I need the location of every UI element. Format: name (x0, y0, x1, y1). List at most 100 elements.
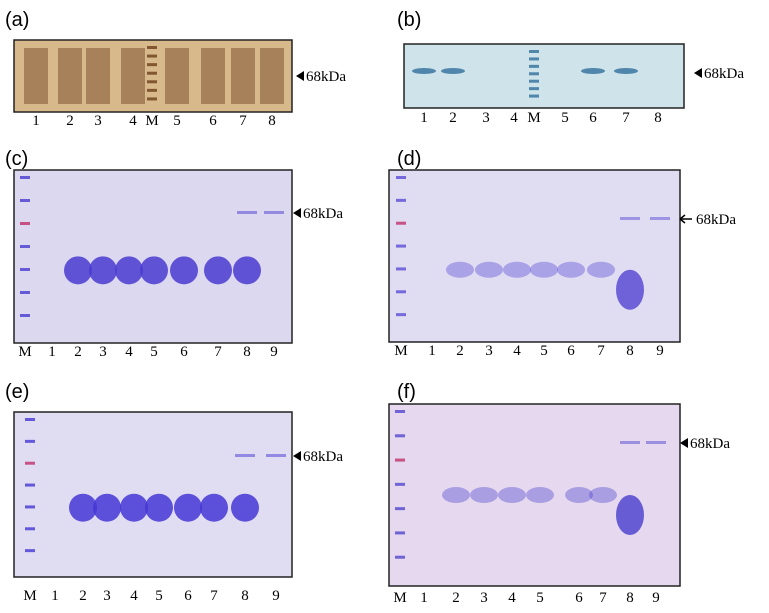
lane-label: 6 (567, 343, 575, 359)
band (587, 261, 615, 278)
ladder-band (147, 63, 157, 67)
band (530, 261, 558, 278)
lane-label: 4 (130, 588, 138, 604)
ladder-band (147, 97, 157, 101)
lane-label: M (393, 590, 406, 606)
target-band (620, 441, 640, 444)
target-band (650, 217, 670, 220)
target-band (235, 454, 255, 457)
ladder-band (25, 418, 35, 421)
ladder-band (396, 221, 406, 225)
marker-label: 68kDa (303, 206, 343, 222)
target-band (646, 441, 666, 444)
lane-label: 6 (184, 588, 192, 604)
lane-label: 1 (32, 113, 40, 129)
ladder-band (25, 505, 35, 509)
arrow (694, 68, 702, 78)
band (115, 256, 143, 285)
lane-label: 1 (51, 588, 59, 604)
arrow (680, 438, 688, 448)
ladder-band (395, 507, 405, 511)
lane-label: 3 (485, 343, 493, 359)
lane-label: 2 (456, 343, 464, 359)
arrow (293, 208, 301, 218)
ladder-band (395, 531, 405, 535)
lane-label: 9 (272, 588, 280, 604)
lane-label: 4 (508, 590, 516, 606)
panel-label: (a) (5, 9, 29, 31)
ladder-band (395, 555, 405, 559)
band (204, 256, 232, 285)
band (200, 493, 228, 522)
panel-label: (d) (397, 148, 421, 170)
lane-label: 3 (94, 113, 102, 129)
ladder-band (147, 88, 157, 92)
lane-label: 5 (150, 344, 158, 360)
lane-label: 8 (268, 113, 276, 129)
arrow (679, 214, 692, 224)
lane-label: 4 (513, 343, 521, 359)
lane-label: 1 (428, 343, 436, 359)
band (201, 48, 225, 104)
band (93, 493, 121, 522)
band (170, 256, 198, 285)
band (557, 261, 585, 278)
target-band (237, 211, 257, 214)
lane-label: 5 (540, 343, 548, 359)
lane-label: M (394, 343, 407, 359)
ladder-band (20, 199, 30, 202)
ladder-band (395, 458, 405, 462)
lane-label: 3 (482, 110, 490, 126)
band (581, 68, 605, 74)
band (475, 261, 503, 278)
lane-label: M (23, 588, 36, 604)
lane-label: 5 (561, 110, 569, 126)
band (441, 68, 465, 74)
ladder-band (529, 87, 539, 91)
band (165, 48, 189, 104)
band (442, 487, 470, 503)
lane-label: 8 (626, 590, 634, 606)
lane-label: 2 (79, 588, 87, 604)
ladder-band (25, 439, 35, 443)
ladder-band (396, 176, 406, 179)
band (614, 68, 638, 74)
ladder-band (396, 267, 406, 271)
ladder-band (25, 483, 35, 487)
ladder-band (529, 94, 539, 98)
lane-label: 3 (480, 590, 488, 606)
lane-label: 7 (210, 588, 218, 604)
band (231, 48, 255, 104)
band (174, 493, 202, 522)
band (589, 487, 617, 503)
lane-label: 6 (589, 110, 597, 126)
band (64, 256, 92, 285)
ladder-band (396, 290, 406, 294)
lane-label: 4 (125, 344, 133, 360)
lane-label: 4 (129, 113, 137, 129)
band (470, 487, 498, 503)
lane-label: M (527, 110, 540, 126)
band (565, 487, 593, 503)
gel-image (403, 43, 685, 109)
lane-label: 5 (155, 588, 163, 604)
ladder-band (147, 71, 157, 75)
target-band (266, 454, 286, 457)
lane-label: M (18, 344, 31, 360)
ladder-band (529, 57, 539, 61)
ladder-band (529, 72, 539, 76)
band (412, 68, 436, 74)
lane-label: 7 (599, 590, 607, 606)
ladder-band (20, 291, 30, 294)
ladder-band (147, 54, 157, 58)
ladder-band (20, 245, 30, 248)
ladder-band (395, 434, 405, 438)
band (89, 256, 117, 285)
lane-label: 2 (66, 113, 74, 129)
ladder-band (20, 176, 30, 179)
lane-label: 2 (449, 110, 457, 126)
marker-label: 68kDa (303, 449, 343, 465)
gel-image (388, 403, 681, 587)
ladder-band (395, 410, 405, 413)
